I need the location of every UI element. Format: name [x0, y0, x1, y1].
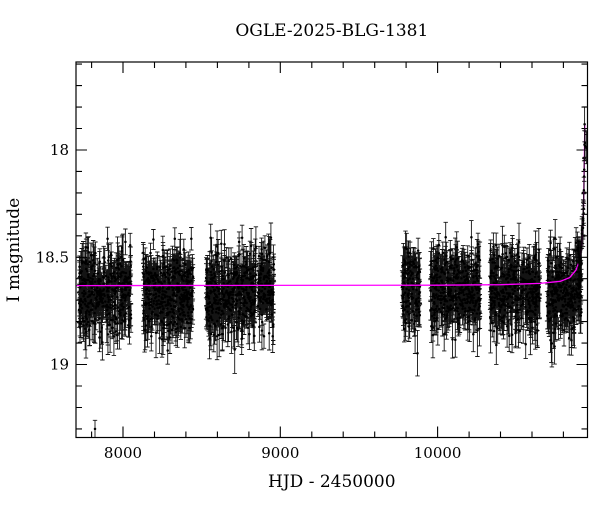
data-layer [76, 106, 588, 438]
x-tick-labels: 8000 9000 10000 [104, 444, 462, 462]
y-tick-labels: 18 18.5 19 [36, 141, 69, 374]
x-tick-label: 10000 [414, 444, 462, 462]
y-tick-label: 18 [50, 141, 69, 159]
x-tick-label: 8000 [104, 444, 142, 462]
data-points [77, 236, 583, 431]
x-axis-label: HJD - 2450000 [268, 472, 396, 492]
plot-title: OGLE-2025-BLG-1381 [235, 21, 428, 41]
event-rise-points [577, 123, 588, 268]
x-tick-label: 9000 [261, 444, 299, 462]
y-axis-label: I magnitude [4, 198, 24, 302]
y-tick-label: 18.5 [36, 249, 69, 267]
plot-frame [75, 61, 589, 439]
y-tick-label: 19 [50, 356, 69, 374]
error-bars [76, 219, 584, 438]
